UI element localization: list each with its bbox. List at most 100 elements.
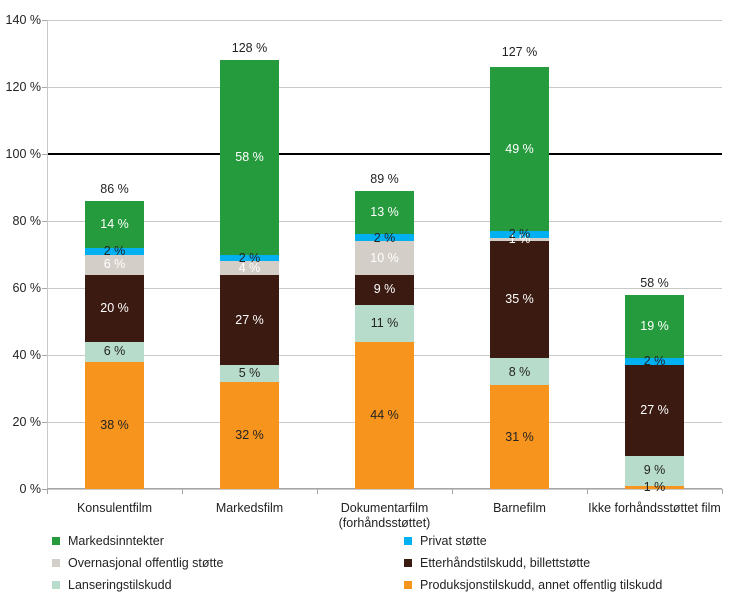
x-axis-category-line: Markedsfilm: [215, 501, 284, 515]
bar-stack[interactable]: 1 % 9 % 27 % 2 % 19 %: [625, 294, 684, 493]
bar-segment-label: 9 %: [373, 282, 396, 297]
bar-segment[interactable]: 9 %: [355, 274, 414, 305]
y-axis-tick-label: 80 %: [12, 214, 42, 228]
bar-segment[interactable]: 44 %: [355, 341, 414, 489]
bar-segment[interactable]: 2 %: [220, 252, 279, 264]
legend-item[interactable]: Produksjonstilskudd, annet offentlig til…: [404, 578, 662, 592]
bar-segment-label: 9 %: [643, 463, 666, 478]
bar-segment-label: 6 %: [103, 257, 126, 272]
x-axis-tickmark: [47, 489, 48, 494]
bar-segment-label: 4 %: [238, 260, 261, 275]
y-axis-tickmark: [42, 221, 47, 222]
bar-segment[interactable]: 6 %: [85, 254, 144, 275]
x-axis-tickmark: [587, 489, 588, 494]
y-axis-tick-label: 40 %: [12, 348, 42, 362]
bar-segment[interactable]: 2 %: [625, 355, 684, 367]
y-axis-tickmark: [42, 87, 47, 88]
bar-segment[interactable]: 10 %: [355, 241, 414, 275]
bar-segment[interactable]: 2 %: [490, 227, 549, 242]
x-axis-category-line: Dokumentarfilm: [340, 501, 429, 515]
legend-label: Lanseringstilskudd: [68, 578, 172, 592]
y-axis-tickmark: [42, 355, 47, 356]
y-axis-tick-label: 60 %: [12, 281, 42, 295]
bar-segment[interactable]: 9 %: [625, 455, 684, 486]
bar-segment[interactable]: 32 %: [220, 381, 279, 489]
bar-segment-label: 11 %: [370, 315, 399, 330]
bar-stack[interactable]: 31 % 8 % 35 % 1 % 2 % 49 %: [490, 64, 549, 489]
bar-segment[interactable]: 8 %: [490, 358, 549, 386]
bar-segment[interactable]: 11 %: [355, 304, 414, 342]
y-axis-tick-label: 20 %: [12, 415, 42, 429]
bar-segment[interactable]: 49 %: [490, 66, 549, 232]
y-axis-tick-label: 100 %: [5, 147, 41, 161]
bar-segment-label: 10 %: [370, 250, 399, 265]
x-axis-tickmark: [452, 489, 453, 494]
x-axis-category-label: Markedsfilm: [182, 501, 317, 516]
bar-stack[interactable]: 38 % 6 % 20 % 6 % 2 % 14 %: [85, 200, 144, 489]
legend-swatch-icon: [404, 537, 412, 545]
legend-swatch-icon: [404, 559, 412, 567]
y-axis: 0 % 20 % 40 % 60 % 80 % 100 % 120 % 140 %: [0, 0, 47, 607]
y-axis-tick-label: 140 %: [5, 13, 41, 27]
bar-segment-label: 44 %: [370, 408, 399, 423]
legend-item[interactable]: Etterhåndstilskudd, billettstøtte: [404, 556, 590, 570]
bar-segment[interactable]: 27 %: [625, 365, 684, 456]
legend-swatch-icon: [52, 581, 60, 589]
bar-segment-label: 2 %: [373, 230, 396, 245]
legend-item[interactable]: Markedsinntekter: [52, 534, 164, 548]
y-axis-tickmark: [42, 288, 47, 289]
bar-total-label: 58 %: [640, 275, 669, 290]
bar-segment-label: 27 %: [640, 403, 669, 418]
x-axis-category-label: Ikke forhåndsstøttet film: [587, 501, 722, 516]
legend-label: Produksjonstilskudd, annet offentlig til…: [420, 578, 663, 592]
y-axis-line: [47, 20, 48, 489]
bar-segment[interactable]: 35 %: [490, 241, 549, 359]
bar-segment[interactable]: 31 %: [490, 385, 549, 489]
bar-segment-label: 31 %: [505, 429, 534, 444]
bar-segment-label: 5 %: [238, 366, 261, 381]
bar-segment[interactable]: 19 %: [625, 294, 684, 359]
legend-item[interactable]: Overnasjonal offentlig støtte: [52, 556, 223, 570]
bar-segment-label: 13 %: [370, 205, 399, 220]
bar-total-label: 86 %: [100, 181, 129, 196]
bar-segment-label: 58 %: [235, 150, 264, 165]
bar-segment[interactable]: 2 %: [355, 232, 414, 244]
gridline-140: [47, 20, 722, 21]
bar-segment-label: 19 %: [640, 319, 669, 334]
bar-segment[interactable]: 1 %: [490, 233, 549, 245]
bar-segment[interactable]: 20 %: [85, 274, 144, 342]
bar-segment[interactable]: 6 %: [85, 341, 144, 362]
x-axis-category-label: Konsulentfilm: [47, 501, 182, 516]
x-axis-category-line: Ikke forhåndsstøttet film: [588, 501, 721, 515]
bar-segment[interactable]: 1 %: [625, 481, 684, 493]
legend-label: Overnasjonal offentlig støtte: [68, 556, 224, 570]
x-axis-tickmark: [317, 489, 318, 494]
bar-segment[interactable]: 4 %: [220, 260, 279, 275]
bar-segment[interactable]: 13 %: [355, 190, 414, 235]
bar-segment-label: 2 %: [508, 227, 531, 242]
bar-segment-label: 20 %: [100, 300, 129, 315]
legend-item[interactable]: Privat støtte: [404, 534, 487, 548]
bar-total-label: 127 %: [501, 44, 538, 59]
legend-label: Etterhåndstilskudd, billettstøtte: [420, 556, 591, 570]
bar-segment[interactable]: 14 %: [85, 200, 144, 248]
x-axis-category-line: Barnefilm: [493, 501, 546, 515]
x-axis-category-label: Barnefilm: [452, 501, 587, 516]
bar-stack[interactable]: 44 % 11 % 9 % 10 % 2 % 13 %: [355, 190, 414, 489]
bar-segment[interactable]: 2 %: [85, 245, 144, 257]
bar-segment-label: 6 %: [103, 344, 126, 359]
legend-label: Markedsinntekter: [68, 534, 164, 548]
legend-item[interactable]: Lanseringstilskudd: [52, 578, 172, 592]
legend-swatch-icon: [52, 559, 60, 567]
bar-segment[interactable]: 5 %: [220, 365, 279, 382]
bar-segment-label: 1 %: [508, 232, 531, 247]
bar-segment[interactable]: 27 %: [220, 274, 279, 366]
bar-segment-label: 27 %: [235, 312, 264, 327]
y-axis-tick-label: 120 %: [5, 80, 41, 94]
bar-stack[interactable]: 32 % 5 % 27 % 4 % 2 % 58 %: [220, 60, 279, 489]
bar-segment[interactable]: 38 %: [85, 361, 144, 489]
y-axis-tickmark: [42, 154, 47, 155]
bar-segment-label: 38 %: [100, 418, 129, 433]
bar-segment[interactable]: 58 %: [220, 60, 279, 255]
